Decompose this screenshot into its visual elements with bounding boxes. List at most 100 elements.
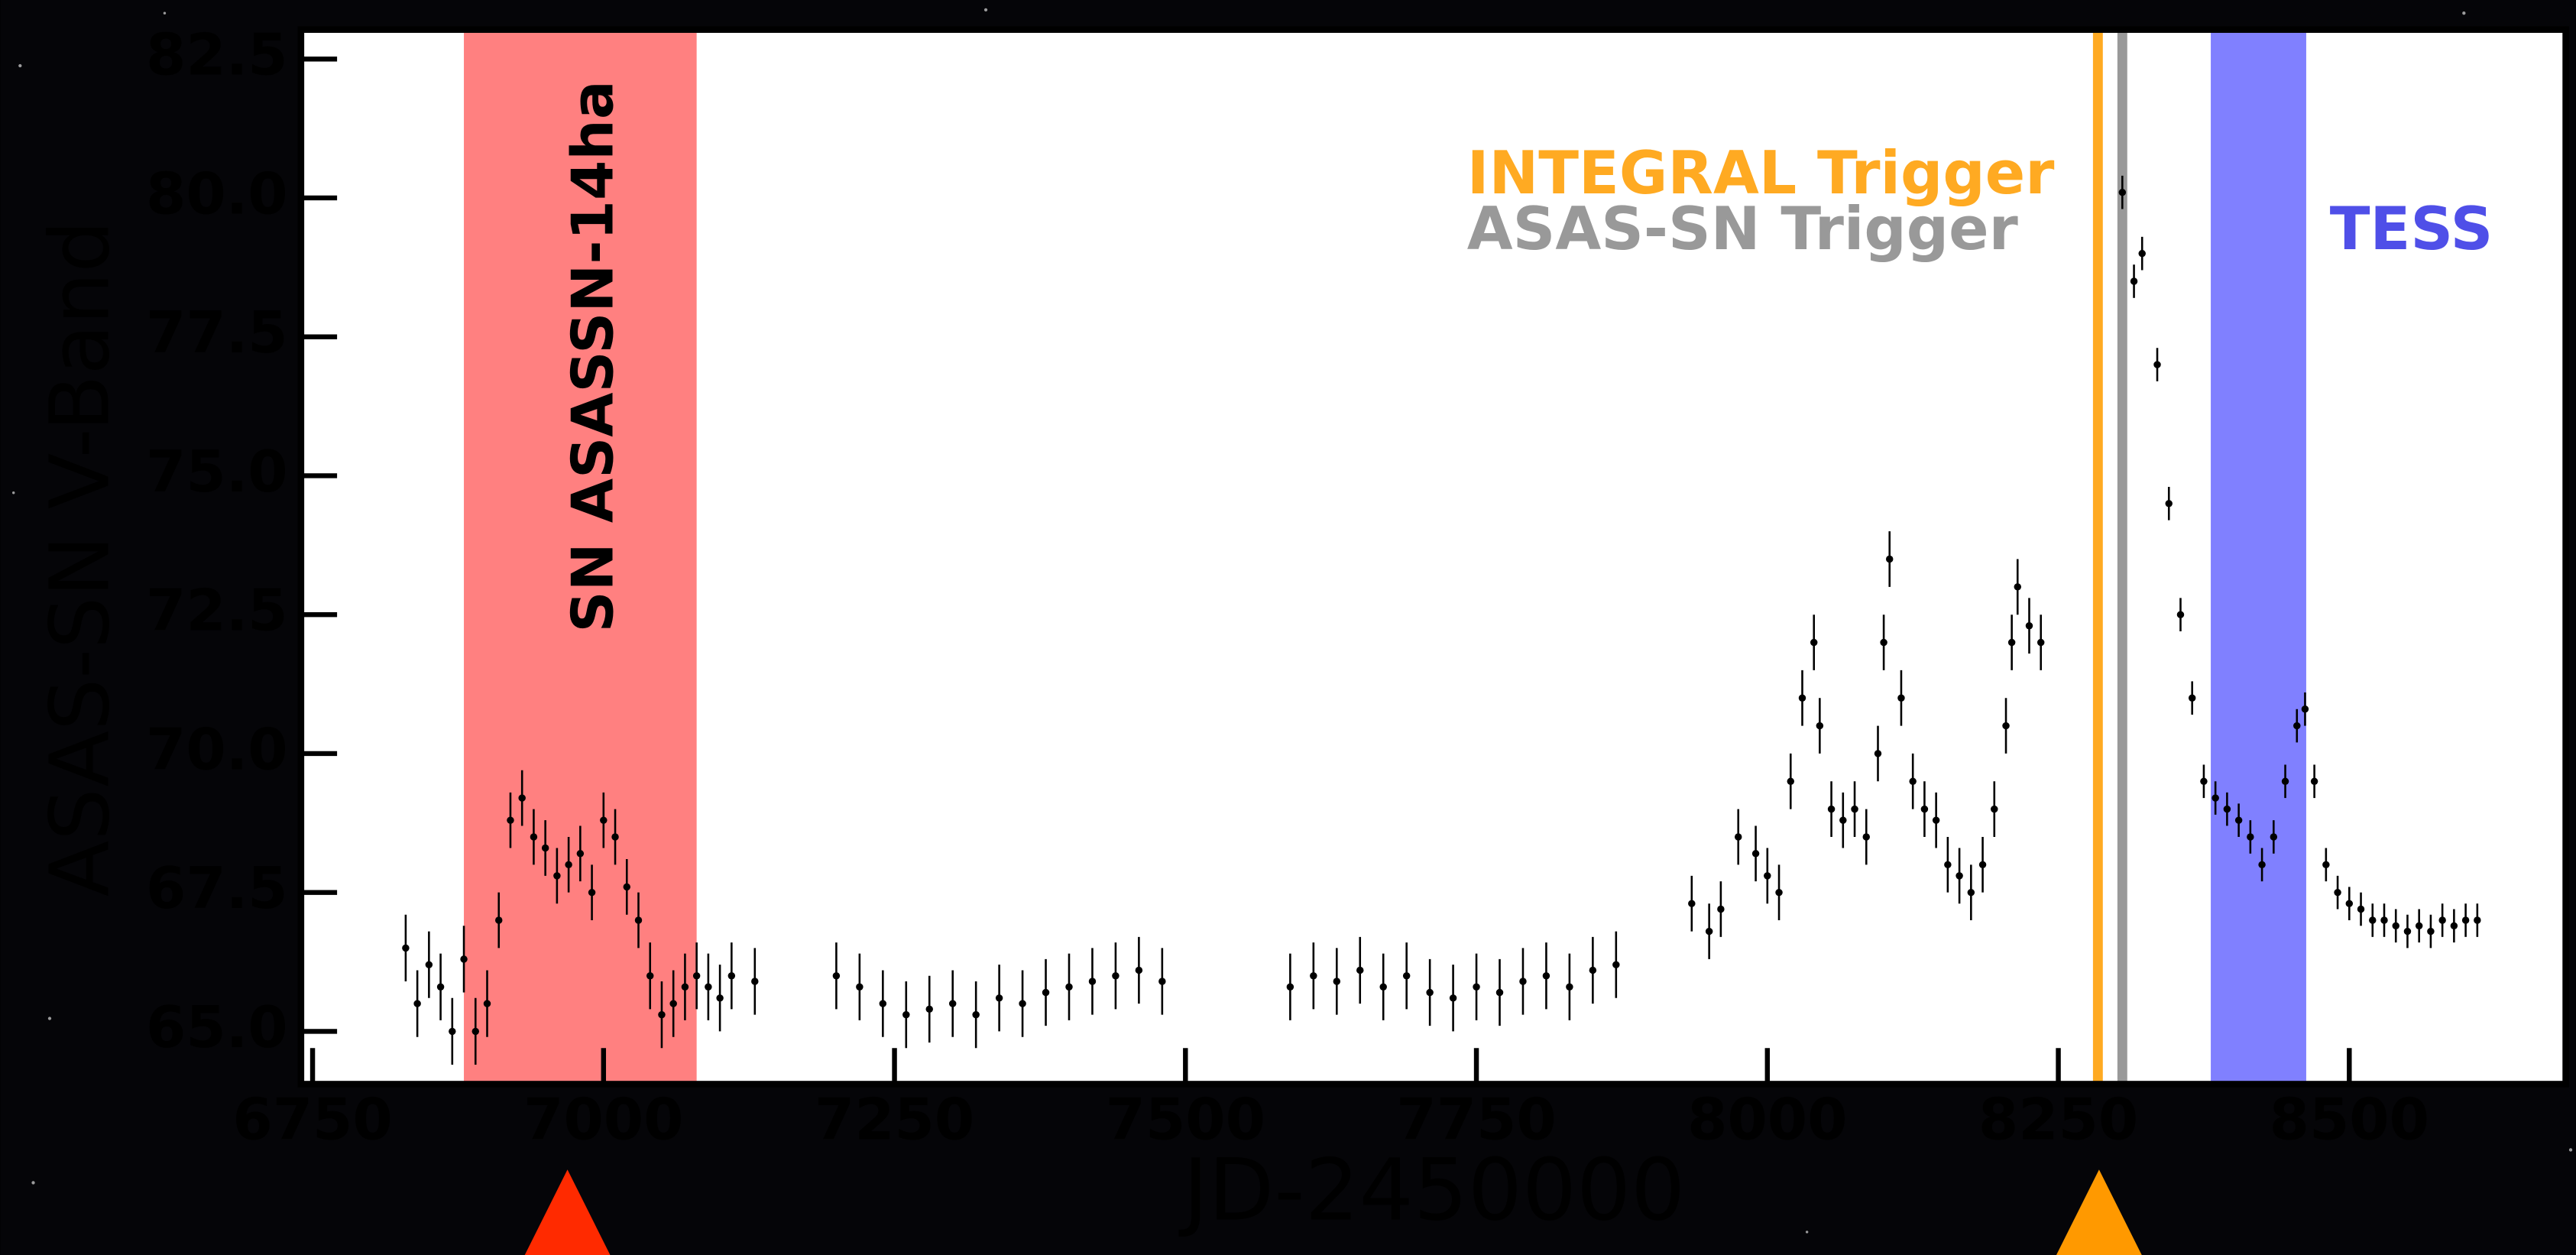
data-point xyxy=(1798,694,1806,702)
data-point xyxy=(1932,816,1940,824)
data-point xyxy=(1519,978,1527,985)
y-tick-label: 67.5 xyxy=(146,855,288,922)
data-point xyxy=(1751,850,1760,858)
data-point xyxy=(2415,922,2423,930)
data-point xyxy=(2438,916,2446,924)
data-point xyxy=(2301,705,2309,713)
data-point xyxy=(2281,777,2289,786)
data-point xyxy=(1566,983,1573,991)
data-point xyxy=(425,961,433,968)
data-point xyxy=(553,872,561,880)
data-point xyxy=(2293,722,2301,730)
x-tick-label: 8250 xyxy=(1978,1086,2138,1153)
data-point xyxy=(1839,816,1847,824)
data-point xyxy=(634,916,643,924)
trigger-label: INTEGRAL Trigger xyxy=(1467,139,2055,208)
data-point xyxy=(1473,983,1480,991)
data-point xyxy=(1379,983,1387,991)
data-point xyxy=(1897,694,1905,702)
x-axis-label: JD-2450000 xyxy=(1178,1140,1685,1240)
data-point xyxy=(1955,872,1963,880)
data-point xyxy=(1880,638,1887,647)
data-point xyxy=(518,794,526,802)
data-point xyxy=(2270,833,2278,841)
data-point xyxy=(646,971,654,980)
data-point xyxy=(1920,805,1929,813)
data-point xyxy=(2014,583,2021,591)
data-point xyxy=(1705,927,1713,936)
data-point xyxy=(2380,916,2388,924)
data-point xyxy=(436,983,445,991)
data-point xyxy=(669,1000,677,1007)
span-label: TESS xyxy=(2330,195,2493,264)
x-tick-label: 8500 xyxy=(2270,1086,2429,1153)
span xyxy=(464,29,697,1085)
x-tick-label: 7000 xyxy=(523,1086,683,1153)
data-point xyxy=(1612,961,1620,968)
data-point xyxy=(948,1000,957,1007)
data-point xyxy=(681,983,689,991)
data-point xyxy=(588,888,596,897)
data-point xyxy=(530,833,538,841)
event-marker xyxy=(2056,1169,2142,1255)
data-point xyxy=(1862,833,1870,841)
data-point xyxy=(1688,900,1696,907)
data-point xyxy=(879,1000,887,1007)
data-point xyxy=(402,944,410,952)
data-point xyxy=(1717,905,1725,913)
data-point xyxy=(565,861,572,869)
data-point xyxy=(1158,978,1166,985)
data-point xyxy=(716,994,724,1002)
x-tick-label: 6750 xyxy=(232,1086,392,1153)
data-point xyxy=(2369,916,2377,924)
data-point xyxy=(1286,983,1294,991)
data-point xyxy=(2310,777,2318,786)
data-point xyxy=(576,850,585,858)
data-point xyxy=(2223,805,2231,813)
data-point xyxy=(460,955,468,963)
data-point xyxy=(507,816,514,824)
data-point xyxy=(751,978,759,985)
y-tick-label: 72.5 xyxy=(146,577,288,644)
data-point xyxy=(2334,888,2341,897)
data-point xyxy=(1356,966,1364,974)
data-point xyxy=(541,844,549,852)
data-point xyxy=(2403,927,2412,936)
data-point xyxy=(2002,722,2010,730)
data-point xyxy=(1135,966,1143,974)
data-point xyxy=(1967,888,1975,897)
x-tick-label: 7250 xyxy=(815,1086,974,1153)
data-point xyxy=(1874,750,1882,757)
data-point xyxy=(832,971,841,980)
data-point xyxy=(1885,555,1894,563)
data-point xyxy=(925,1005,933,1013)
data-point xyxy=(1112,971,1120,980)
data-point xyxy=(727,971,736,980)
data-point xyxy=(1088,978,1097,985)
data-point xyxy=(2188,694,2196,702)
data-point xyxy=(1402,971,1411,980)
trigger-label: ASAS-SN Trigger xyxy=(1467,195,2018,264)
data-point xyxy=(1944,861,1952,869)
data-point xyxy=(1065,983,1073,991)
data-point xyxy=(1851,805,1858,813)
span-label: SN ASASSN-14ha xyxy=(559,80,626,632)
data-point xyxy=(1310,971,1317,980)
data-point xyxy=(1909,777,1917,786)
plot-frame xyxy=(297,26,2569,1088)
data-point xyxy=(2322,861,2330,869)
data-point xyxy=(1775,888,1783,897)
data-point xyxy=(1827,805,1836,813)
data-point xyxy=(856,983,864,991)
data-point xyxy=(2461,916,2470,924)
data-point xyxy=(2036,638,2045,647)
data-point xyxy=(2247,833,2254,841)
data-point xyxy=(1764,872,1771,880)
data-point xyxy=(2176,611,2185,618)
data-point xyxy=(2450,922,2458,930)
x-tick-label: 8000 xyxy=(1687,1086,1847,1153)
data-point xyxy=(2200,777,2208,786)
data-point xyxy=(600,816,608,824)
